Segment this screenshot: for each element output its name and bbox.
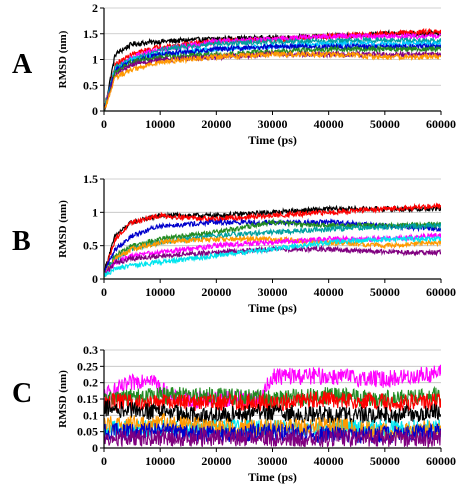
y-axis-label: RMSD (nm)	[57, 200, 69, 258]
x-tick-label-0: 0	[101, 117, 107, 131]
series-line-c-7	[104, 427, 441, 448]
y-tick-label-3: 0.15	[77, 392, 98, 406]
x-tick-label-3: 30000	[258, 285, 288, 299]
y-tick-label-0: 0	[92, 272, 98, 286]
x-axis-label: Time (ps)	[248, 470, 297, 484]
panel-label-b: B	[12, 226, 31, 257]
x-tick-label-1: 10000	[145, 285, 175, 299]
y-tick-label-6: 0.3	[83, 343, 98, 357]
series-line-a-5	[104, 41, 441, 111]
x-tick-label-0: 0	[101, 285, 107, 299]
y-tick-label-3: 1.5	[83, 172, 98, 186]
x-tick-label-4: 40000	[314, 117, 344, 131]
x-tick-label-0: 0	[101, 454, 107, 468]
y-tick-label-3: 1.5	[83, 27, 98, 41]
x-tick-label-2: 20000	[201, 454, 231, 468]
series-line-a-3	[104, 36, 441, 110]
y-tick-label-4: 0.2	[83, 376, 98, 390]
x-tick-label-4: 40000	[314, 454, 344, 468]
y-tick-label-5: 0.25	[77, 359, 98, 373]
x-tick-label-1: 10000	[145, 454, 175, 468]
x-tick-label-5: 50000	[370, 285, 400, 299]
x-tick-label-4: 40000	[314, 285, 344, 299]
y-tick-label-1: 0.5	[83, 239, 98, 253]
series-line-c-2	[104, 390, 441, 413]
x-axis-label: Time (ps)	[248, 301, 297, 315]
x-tick-label-3: 30000	[258, 454, 288, 468]
y-axis-label: RMSD (nm)	[57, 370, 69, 428]
series-line-a-7	[104, 49, 441, 111]
y-tick-label-1: 0.05	[77, 425, 98, 439]
x-tick-label-5: 50000	[370, 454, 400, 468]
x-tick-label-6: 60000	[426, 285, 456, 299]
panel-label-c: C	[12, 378, 33, 409]
series-line-b-8	[104, 234, 441, 278]
x-tick-label-3: 30000	[258, 117, 288, 131]
y-tick-label-0: 0	[92, 441, 98, 455]
y-tick-label-4: 2	[92, 1, 98, 15]
x-tick-label-6: 60000	[426, 117, 456, 131]
chart-panel-b: 0 0.5 1 1.5 0 10000 20000 30000 40000 50000 60000 T…	[57, 172, 456, 315]
y-tick-label-2: 1	[92, 53, 98, 67]
chart-panel-a: 0 0.5 1 1.5 2 0 10000 20000 30000 40000 50000 60000…	[57, 1, 456, 147]
x-tick-label-5: 50000	[370, 117, 400, 131]
x-axis-label: Time (ps)	[248, 133, 297, 147]
series-line-c-3	[104, 398, 441, 427]
series-line-a-2	[104, 31, 441, 111]
y-tick-label-0: 0	[92, 104, 98, 118]
x-tick-label-1: 10000	[145, 117, 175, 131]
chart-panel-c: 0 0.05 0.1 0.15 0.2 0.25 0.3 0 10000 20000 30000 40…	[57, 343, 456, 484]
y-tick-label-2: 0.1	[83, 408, 98, 422]
x-tick-label-2: 20000	[201, 285, 231, 299]
x-tick-label-6: 60000	[426, 454, 456, 468]
series-line-b-1	[104, 202, 441, 272]
series-line-a-8	[104, 50, 441, 110]
y-axis-label: RMSD (nm)	[57, 30, 69, 88]
x-tick-label-2: 20000	[201, 117, 231, 131]
y-tick-label-1: 0.5	[83, 78, 98, 92]
y-tick-label-2: 1	[92, 205, 98, 219]
panel-label-a: A	[12, 49, 33, 80]
